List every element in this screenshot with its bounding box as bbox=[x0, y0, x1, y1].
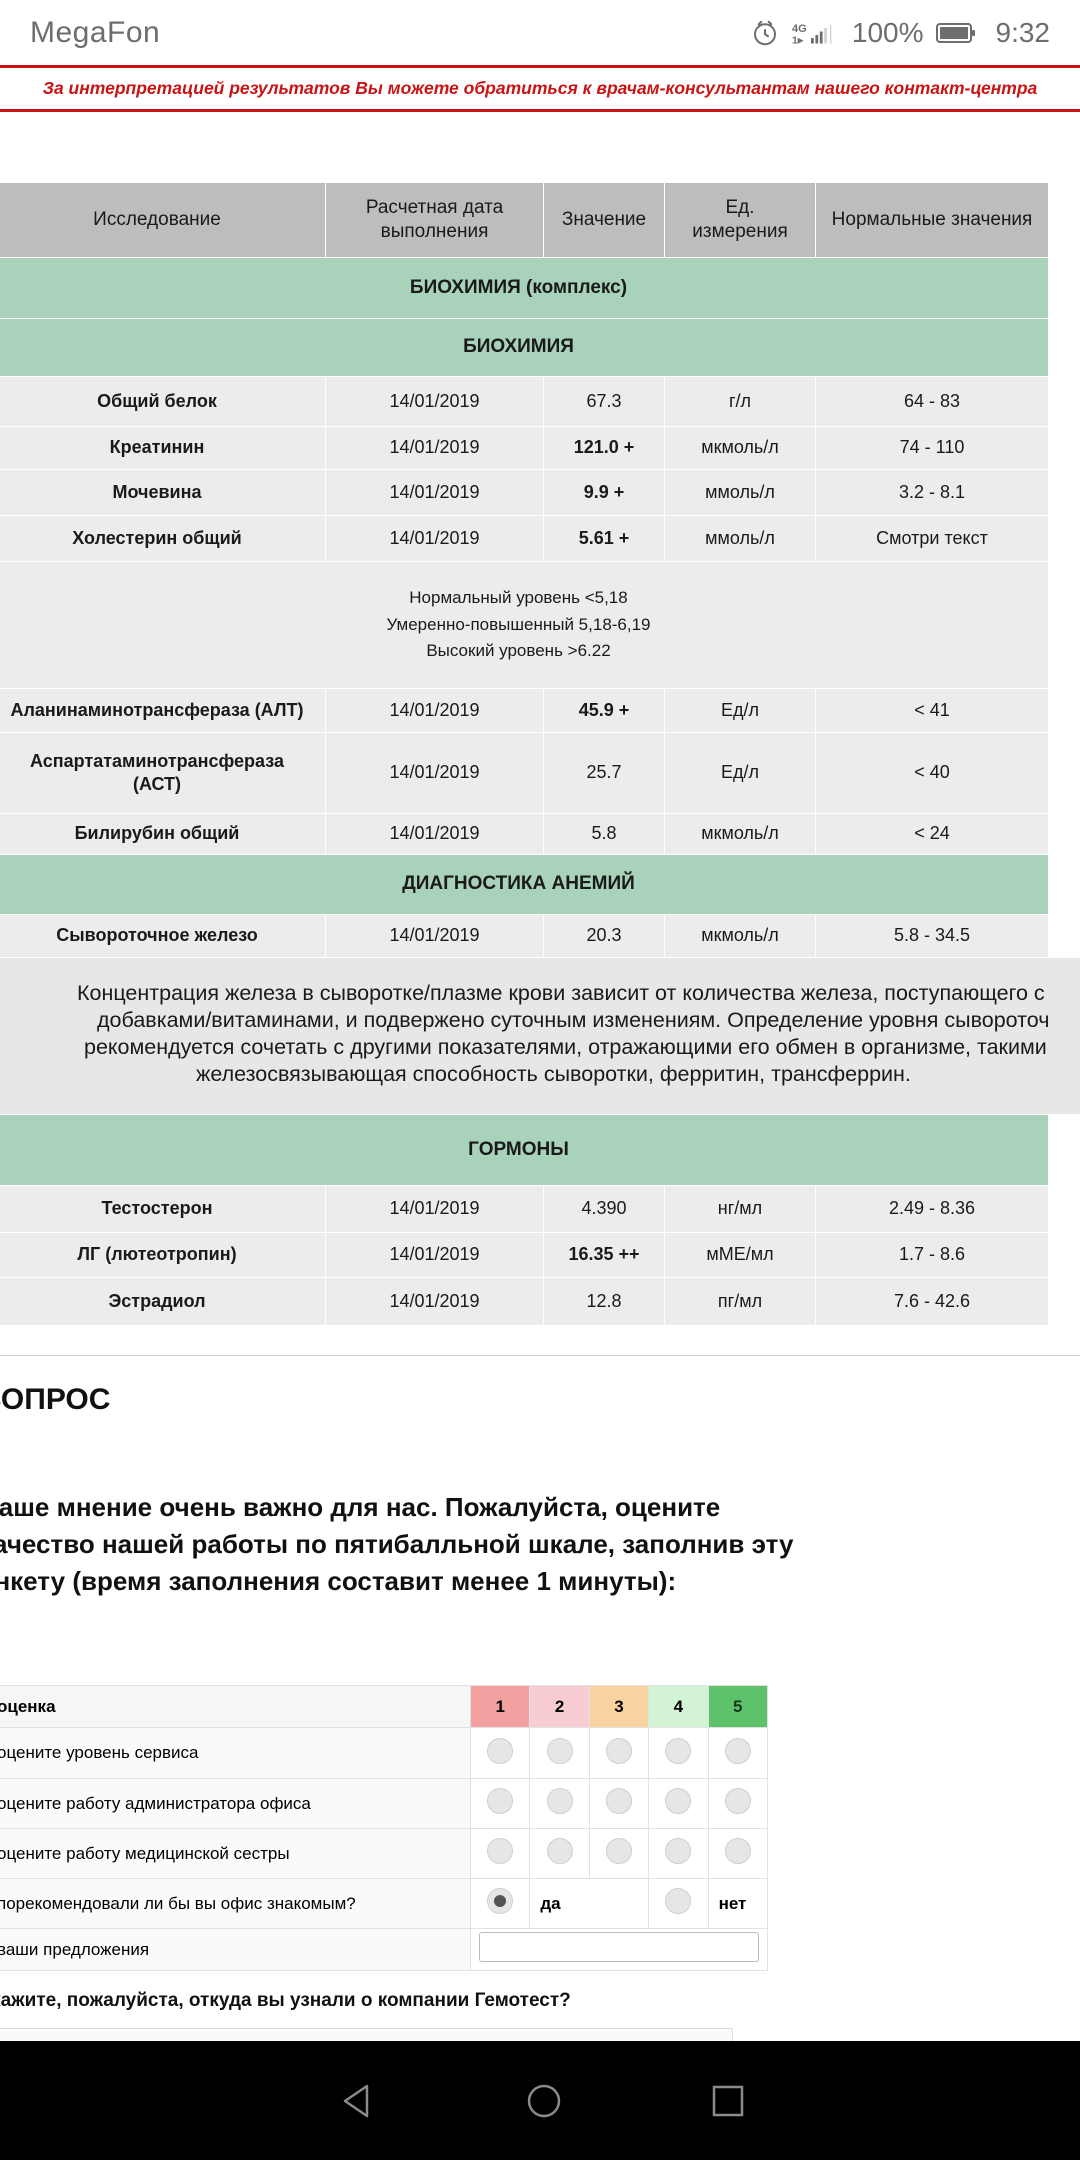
svg-text:4G: 4G bbox=[792, 23, 807, 35]
svg-text:1▸: 1▸ bbox=[792, 34, 804, 46]
